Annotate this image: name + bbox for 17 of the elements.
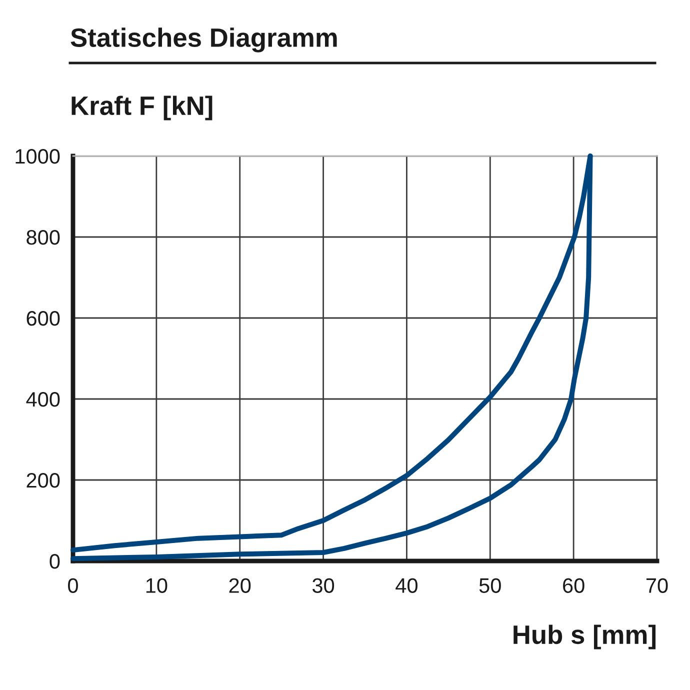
x-tick-label: 0: [68, 578, 78, 593]
x-tick-label: 10: [146, 578, 168, 593]
y-tick-label: 200: [26, 473, 60, 488]
y-axis-title: Kraft F [kN]: [72, 96, 212, 120]
x-tick-label: 20: [229, 578, 251, 593]
x-tick-label: 50: [479, 578, 501, 593]
y-tick-label: 400: [26, 392, 60, 407]
y-tick-label: 800: [26, 230, 60, 245]
y-tick-label: 1000: [16, 149, 60, 164]
x-tick-label: 40: [396, 578, 418, 593]
x-tick-label: 60: [563, 578, 584, 593]
y-tick-label: 0: [50, 554, 60, 569]
x-axis-title: Hub s [mm]: [514, 624, 656, 650]
y-tick-label: 600: [26, 311, 60, 326]
x-tick-label: 30: [312, 578, 334, 593]
chart-title: Statisches Diagramm: [70, 28, 337, 52]
x-tick-label: 70: [646, 578, 668, 593]
